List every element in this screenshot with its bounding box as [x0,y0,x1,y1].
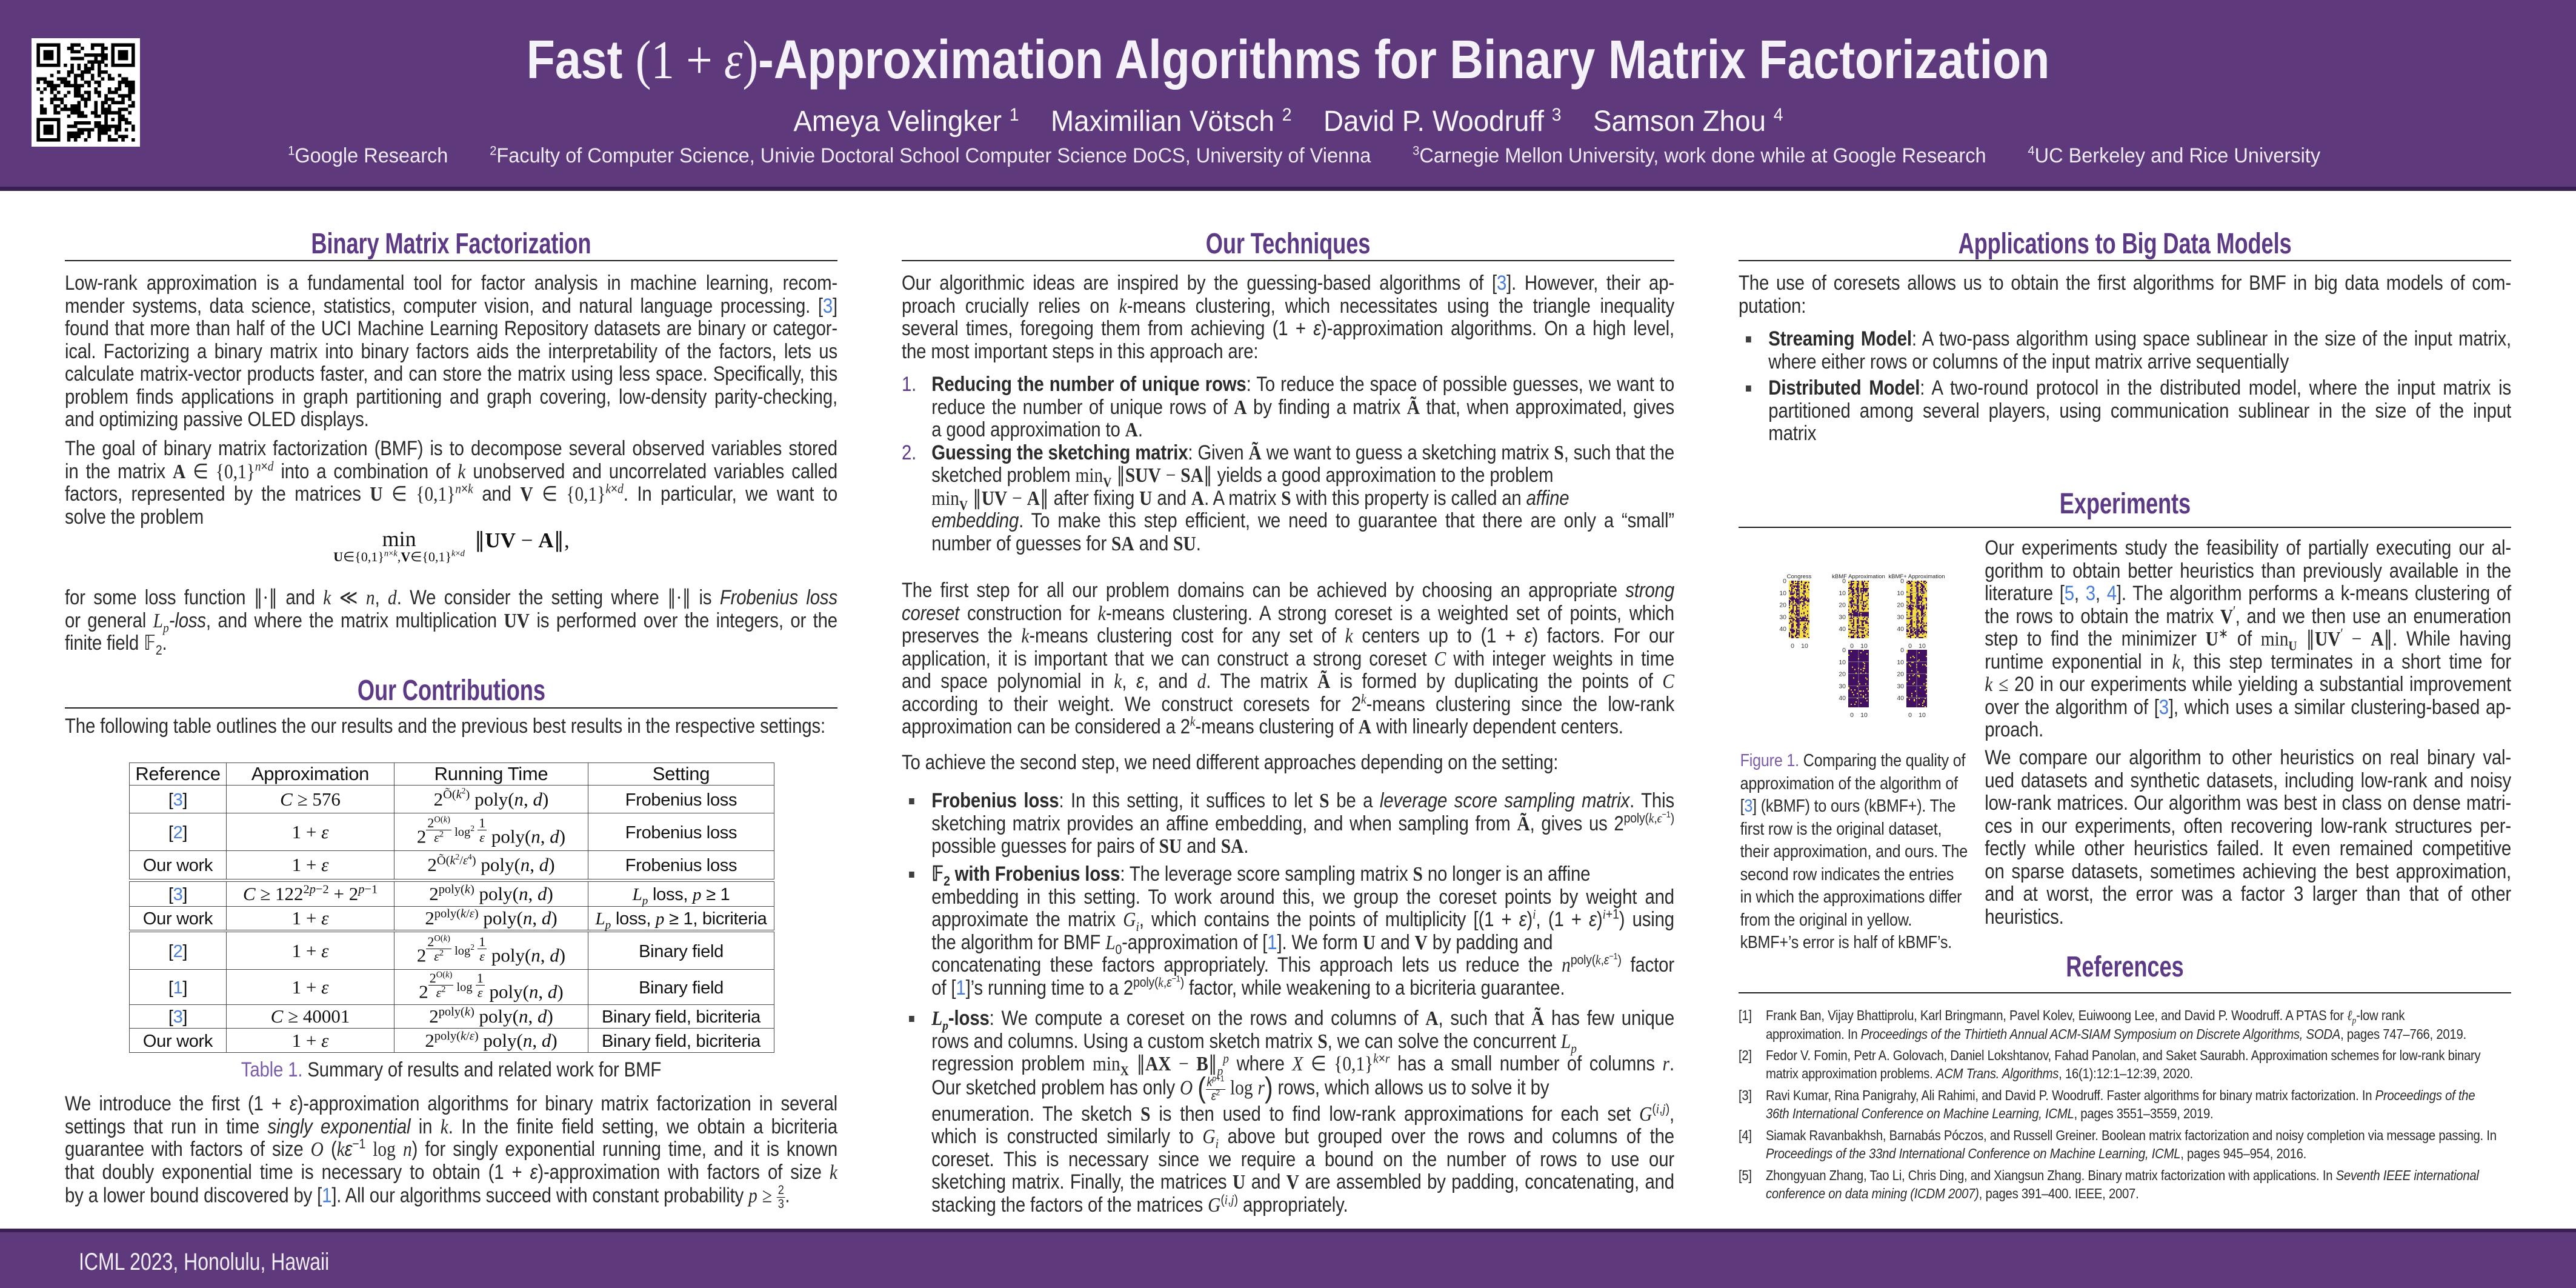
svg-text:20: 20 [1839,671,1846,678]
svg-text:10: 10 [1860,642,1868,650]
svg-text:10: 10 [1860,712,1868,719]
svg-text:40: 40 [1779,626,1786,633]
svg-text:30: 30 [1839,682,1846,690]
svg-text:20: 20 [1839,602,1846,609]
svg-text:10: 10 [1801,642,1808,650]
svg-text:20: 20 [1897,602,1904,609]
svg-text:20: 20 [1779,602,1786,609]
svg-text:0: 0 [1908,712,1912,719]
svg-text:40: 40 [1897,695,1904,702]
svg-text:40: 40 [1897,626,1904,633]
svg-text:0: 0 [1791,642,1794,650]
svg-text:0: 0 [1783,578,1786,585]
svg-text:10: 10 [1779,590,1786,597]
svg-text:0: 0 [1908,642,1912,650]
svg-text:10: 10 [1839,590,1846,597]
svg-text:kBMF+ Approximation: kBMF+ Approximation [1888,573,1945,580]
svg-text:30: 30 [1779,613,1786,621]
svg-text:40: 40 [1839,695,1846,702]
svg-text:30: 30 [1897,613,1904,621]
svg-text:0: 0 [1842,647,1846,654]
svg-text:10: 10 [1897,659,1904,666]
svg-text:0: 0 [1850,642,1854,650]
svg-text:0: 0 [1850,712,1854,719]
svg-text:Congress: Congress [1787,573,1812,580]
svg-text:10: 10 [1919,712,1926,719]
svg-text:0: 0 [1842,578,1846,585]
svg-text:10: 10 [1919,642,1926,650]
svg-text:0: 0 [1900,578,1904,585]
svg-text:10: 10 [1897,590,1904,597]
svg-text:0: 0 [1900,647,1904,654]
svg-text:20: 20 [1897,671,1904,678]
svg-text:10: 10 [1839,659,1846,666]
svg-text:30: 30 [1839,613,1846,621]
svg-text:kBMF Approximation: kBMF Approximation [1832,573,1885,580]
svg-text:30: 30 [1897,682,1904,690]
svg-text:40: 40 [1839,626,1846,633]
